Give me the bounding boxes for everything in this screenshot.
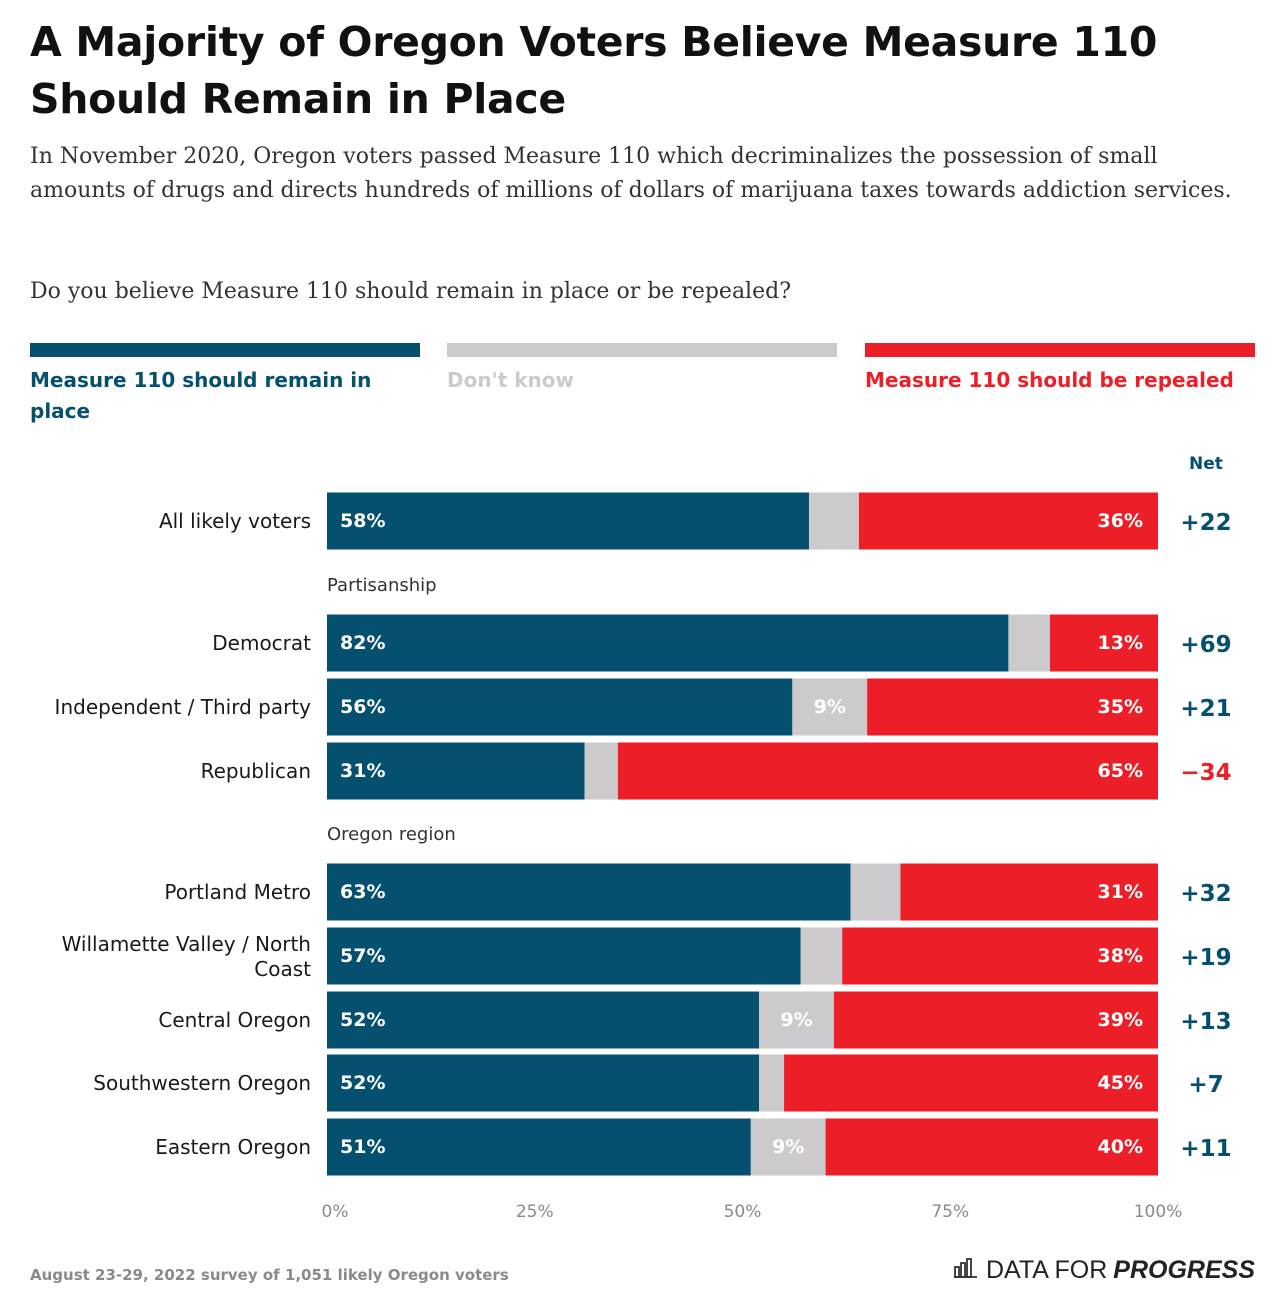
net-value: +19 (1180, 945, 1231, 971)
legend-swatch-remain (30, 343, 420, 357)
net-value: +22 (1180, 510, 1231, 536)
bar-dont-know (792, 678, 868, 736)
bar-repeal (858, 492, 1158, 550)
value-label-repeal: 45% (1098, 1072, 1143, 1094)
value-label-repeal: 38% (1098, 945, 1143, 967)
bar-repeal (900, 863, 1158, 921)
value-label-remain: 63% (340, 881, 385, 903)
value-label-repeal: 13% (1098, 632, 1143, 654)
legend-label-repeal: Measure 110 should be repealed (865, 368, 1234, 392)
bar-remain (327, 614, 1009, 672)
legend-swatch-repeal (865, 343, 1255, 357)
bar-repeal (842, 927, 1158, 985)
row-label: Independent / Third party (55, 695, 312, 719)
net-value: +69 (1180, 632, 1231, 658)
x-tick-label: 75% (931, 1202, 969, 1222)
group-label: Partisanship (327, 575, 437, 596)
bar-remain (327, 492, 809, 550)
value-label-remain: 52% (340, 1072, 385, 1094)
value-label-dont-know: 9% (814, 696, 846, 718)
row-label: All likely voters (159, 509, 311, 533)
bar-dont-know (850, 863, 901, 921)
bar-dont-know (584, 742, 618, 800)
chart-title: A Majority of Oregon Voters Believe Meas… (30, 18, 1158, 123)
bar-remain (327, 863, 851, 921)
value-label-remain: 51% (340, 1136, 385, 1158)
value-label-dont-know: 9% (772, 1136, 804, 1158)
bar-remain (327, 678, 793, 736)
value-label-repeal: 31% (1098, 881, 1143, 903)
row-label: Portland Metro (164, 880, 311, 904)
bar-dont-know (759, 1054, 785, 1112)
value-label-remain: 52% (340, 1009, 385, 1031)
row-label: Willamette Valley / North (62, 932, 311, 956)
bar-repeal (825, 1118, 1158, 1176)
legend-label-remain: Measure 110 should remain in place (30, 368, 372, 423)
bar-repeal (1049, 614, 1158, 672)
value-label-repeal: 65% (1098, 760, 1143, 782)
row-label: Democrat (212, 631, 311, 655)
net-value: −34 (1180, 760, 1231, 786)
net-value: +11 (1180, 1136, 1231, 1162)
source-note: August 23-29, 2022 survey of 1,051 likel… (30, 1266, 509, 1284)
legend-item-dont-know: Don't know (447, 343, 837, 396)
bar-repeal (617, 742, 1158, 800)
value-label-remain: 82% (340, 632, 385, 654)
x-tick-label: 100% (1134, 1202, 1183, 1222)
value-label-remain: 58% (340, 510, 385, 532)
group-label: Oregon region (327, 824, 456, 845)
bar-dont-know (808, 492, 859, 550)
bar-dont-know (750, 1118, 826, 1176)
row-label: Eastern Oregon (155, 1135, 311, 1159)
bar-chart-icon (953, 1256, 978, 1285)
value-label-repeal: 40% (1098, 1136, 1143, 1158)
chart-subtitle: In November 2020, Oregon voters passed M… (30, 144, 1232, 203)
brand-text-light: DATA FOR (985, 1256, 1108, 1284)
value-label-repeal: 36% (1098, 510, 1143, 532)
brand-text-strong: PROGRESS (1113, 1256, 1255, 1284)
legend-label-dont-know: Don't know (447, 368, 574, 392)
bar-dont-know (1008, 614, 1050, 672)
stacked-bar-chart: Net 58% 36% All likely voters +22 Partisanshi… (55, 454, 1232, 1222)
bar-remain (327, 991, 760, 1049)
bar-repeal (867, 678, 1158, 736)
value-label-remain: 57% (340, 945, 385, 967)
value-label-remain: 56% (340, 696, 385, 718)
row-label: Coast (254, 957, 311, 981)
bar-dont-know (759, 991, 834, 1049)
net-header: Net (1189, 454, 1223, 474)
value-label-repeal: 39% (1098, 1009, 1143, 1031)
net-value: +7 (1188, 1072, 1223, 1098)
legend-item-repeal: Measure 110 should be repealed (865, 343, 1255, 396)
net-value: +32 (1180, 881, 1231, 907)
x-tick-label: 50% (724, 1202, 762, 1222)
row-label: Southwestern Oregon (93, 1071, 311, 1095)
bar-remain (327, 742, 585, 800)
row-label: Republican (201, 759, 311, 783)
value-label-repeal: 35% (1098, 696, 1143, 718)
row-label: Central Oregon (158, 1008, 311, 1032)
bar-remain (327, 927, 801, 985)
bar-repeal (784, 1054, 1158, 1112)
x-tick-label: 0% (322, 1202, 349, 1222)
bar-dont-know (800, 927, 843, 985)
value-label-remain: 31% (340, 760, 385, 782)
legend-item-remain: Measure 110 should remain in place (30, 343, 420, 427)
bar-remain (327, 1054, 760, 1112)
survey-question: Do you believe Measure 110 should remain… (30, 279, 791, 304)
bar-remain (327, 1118, 751, 1176)
net-value: +21 (1180, 696, 1231, 722)
bar-repeal (833, 991, 1158, 1049)
legend-swatch-dont-know (447, 343, 837, 357)
net-value: +13 (1180, 1009, 1231, 1035)
x-tick-label: 25% (516, 1202, 554, 1222)
brand-logo: DATA FOR PROGRESS (953, 1256, 1255, 1285)
value-label-dont-know: 9% (780, 1009, 812, 1031)
